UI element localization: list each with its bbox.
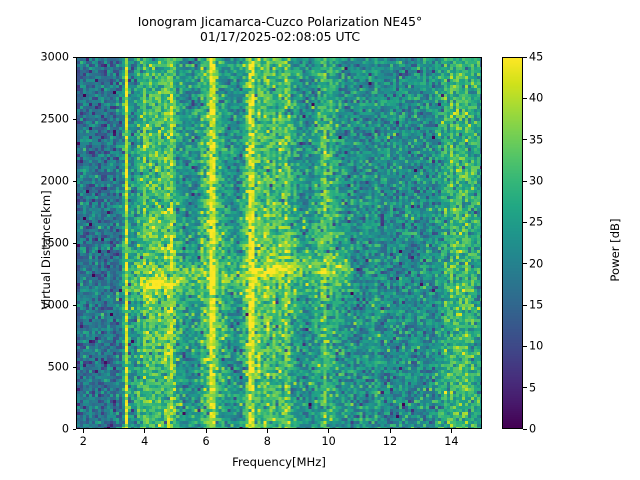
x-tick-label-12: 12 — [382, 435, 398, 448]
x-tick-label-10: 10 — [321, 435, 336, 448]
x-axis-label: Frequency[MHz] — [232, 455, 326, 469]
colorbar-tick-label-0: 0 — [529, 422, 537, 436]
colorbar-label: Power [dB] — [608, 218, 622, 282]
y-tick-label-500: 500 — [47, 360, 69, 374]
colorbar-tick-mark-20 — [523, 263, 527, 265]
y-tick-label-3000: 3000 — [40, 50, 69, 64]
x-tick-mark-2 — [82, 429, 84, 433]
y-tick-mark-1000 — [72, 304, 76, 306]
x-tick-mark-14 — [450, 429, 452, 433]
colorbar-tick-mark-10 — [523, 345, 527, 347]
chart-title-line1: Ionogram Jicamarca-Cuzco Polarization NE… — [137, 14, 423, 29]
y-tick-label-0: 0 — [61, 422, 69, 436]
y-tick-label-2000: 2000 — [40, 174, 69, 188]
colorbar-tick-label-15: 15 — [529, 298, 544, 312]
ionogram-plot-area — [76, 57, 482, 429]
colorbar-tick-mark-30 — [523, 180, 527, 182]
y-tick-mark-500 — [72, 366, 76, 368]
y-tick-label-2500: 2500 — [40, 112, 69, 126]
y-tick-mark-0 — [72, 428, 76, 430]
x-tick-label-4: 4 — [141, 435, 149, 448]
x-tick-label-2: 2 — [79, 435, 87, 448]
x-tick-mark-4 — [144, 429, 146, 433]
x-tick-label-8: 8 — [263, 435, 271, 448]
colorbar — [502, 57, 523, 429]
colorbar-tick-mark-40 — [523, 97, 527, 99]
y-tick-mark-2000 — [72, 180, 76, 182]
x-tick-label-6: 6 — [202, 435, 210, 448]
colorbar-tick-label-35: 35 — [529, 133, 544, 147]
colorbar-tick-mark-45 — [523, 56, 527, 58]
y-axis-label: Virtual Distance[km] — [39, 190, 53, 310]
chart-title: Ionogram Jicamarca-Cuzco Polarization NE… — [0, 14, 560, 44]
colorbar-tick-label-20: 20 — [529, 257, 544, 271]
colorbar-tick-mark-25 — [523, 221, 527, 223]
y-tick-label-1500: 1500 — [40, 236, 69, 250]
colorbar-tick-mark-0 — [523, 428, 527, 430]
colorbar-tick-label-10: 10 — [529, 339, 544, 353]
chart-title-line2: 01/17/2025-02:08:05 UTC — [199, 29, 361, 44]
colorbar-tick-label-30: 30 — [529, 174, 544, 188]
x-tick-mark-10 — [328, 429, 330, 433]
colorbar-tick-mark-35 — [523, 139, 527, 141]
y-tick-mark-1500 — [72, 242, 76, 244]
y-tick-label-1000: 1000 — [40, 298, 69, 312]
x-tick-mark-6 — [205, 429, 207, 433]
colorbar-tick-label-45: 45 — [529, 50, 544, 64]
colorbar-tick-label-25: 25 — [529, 215, 544, 229]
colorbar-gradient — [503, 58, 522, 428]
ionogram-heatmap — [77, 58, 481, 428]
x-tick-label-14: 14 — [444, 435, 459, 448]
colorbar-tick-mark-15 — [523, 304, 527, 306]
colorbar-tick-mark-5 — [523, 387, 527, 389]
x-tick-mark-8 — [266, 429, 268, 433]
x-tick-mark-12 — [389, 429, 391, 433]
colorbar-tick-label-5: 5 — [529, 381, 537, 395]
y-tick-mark-2500 — [72, 118, 76, 120]
y-tick-mark-3000 — [72, 56, 76, 58]
colorbar-tick-label-40: 40 — [529, 91, 544, 105]
